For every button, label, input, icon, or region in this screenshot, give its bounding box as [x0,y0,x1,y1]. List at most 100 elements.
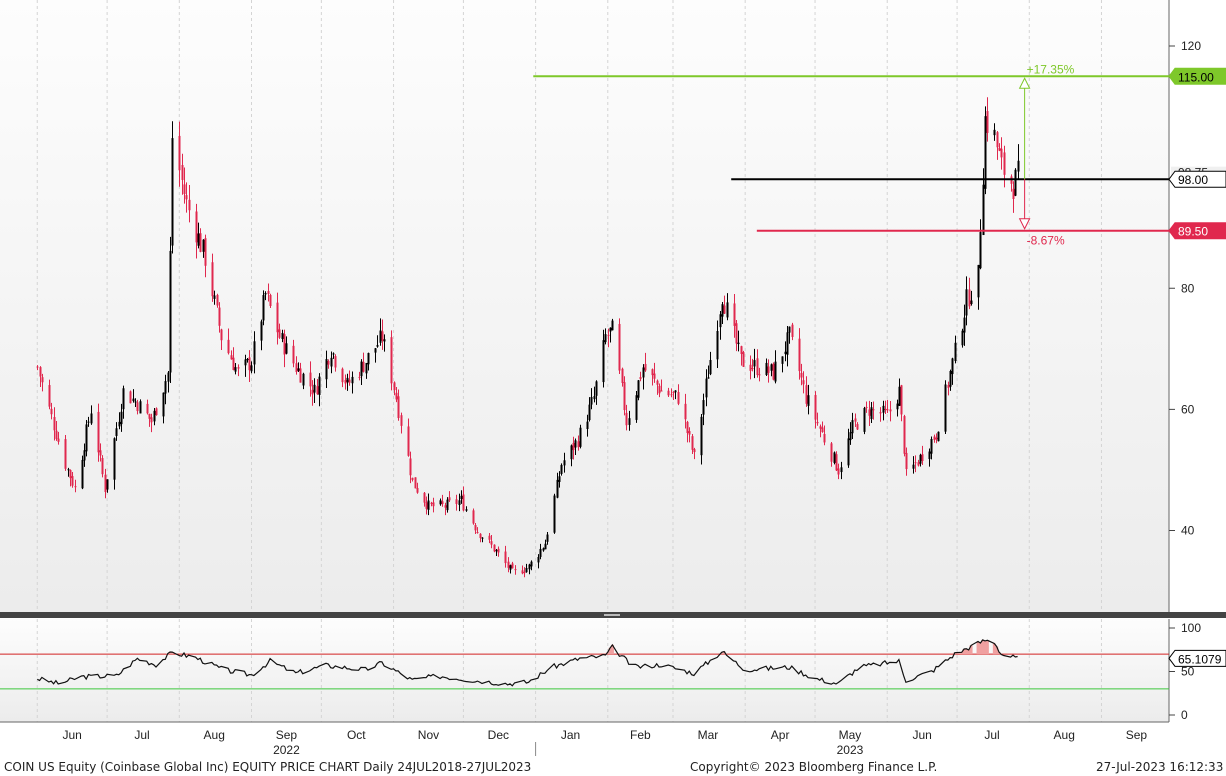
candle-body [276,302,279,333]
x-tick-label: Mar [698,728,719,742]
candle-body [896,403,899,410]
year-label: 2023 [837,743,864,757]
candle-body [234,367,237,372]
candle-body [751,368,754,370]
candle-body [868,409,871,416]
candle-body [106,479,109,490]
candle-body [185,195,188,200]
candle-body [740,346,743,355]
footer-timestamp: 27-Jul-2023 16:12:33 [1096,760,1224,774]
axis-area-bg [1169,0,1226,758]
x-tick-label: Aug [1054,728,1075,742]
candle-body [572,442,575,451]
candle-body [444,505,447,508]
price-panel-bg [0,0,1169,612]
candle-body [414,477,417,489]
y-tick-label: 120 [1181,39,1201,53]
candle-body [376,345,379,347]
candle-body [821,427,824,433]
candle-body [81,459,84,489]
candle-body [660,390,663,392]
candle-body [120,411,123,425]
candle-body [716,331,719,360]
candle-body [847,438,850,466]
candle-body [658,385,661,394]
candle-body [69,470,72,479]
candle-body [819,426,822,429]
candle-body [104,474,107,492]
candle-body [122,388,125,410]
x-tick-label: Jul [984,728,999,742]
y-tick-label: 40 [1181,524,1195,538]
candle-body [579,427,582,447]
candle-body [765,362,768,375]
candle-body [749,364,752,371]
candle-body [558,476,561,482]
candle-body [644,363,647,371]
candle-body [365,362,368,374]
candle-body [563,460,566,466]
rsi-y-tick-label: 100 [1181,621,1201,635]
candle-body [230,355,233,360]
candle-body [358,376,361,378]
candle-body [381,331,384,341]
candle-body [334,356,337,368]
candle-body [330,357,333,367]
footer-bar: COIN US Equity (Coinbase Global Inc) EQU… [0,758,1226,776]
candle-body [460,495,463,500]
candle-body [71,476,74,486]
target-tag-box [1168,67,1226,85]
target-pct-label: +17.35% [1027,62,1075,76]
candle-body [455,499,458,504]
candle-body [85,424,88,452]
candle-body [886,409,889,411]
candle-body [574,440,577,448]
entry-tag-box [1168,170,1226,188]
candle-body [129,391,132,404]
candle-body [996,132,999,148]
candle-body [101,458,104,475]
candle-body [267,290,270,294]
candle-body [963,317,966,333]
candle-body [264,293,267,295]
candle-body [625,412,628,426]
candle-body [362,361,365,372]
candle-body [344,379,347,384]
candle-body [316,386,319,395]
candle-body [253,341,256,365]
candle-body [607,334,610,336]
candle-body [462,494,465,511]
candle-body [693,449,696,453]
candle-body [733,303,736,326]
candle-body [427,500,430,510]
candle-body [756,358,759,375]
x-tick-label: Oct [347,728,366,742]
candle-body [202,239,205,252]
candle-body [146,403,149,414]
candle-body [74,486,77,488]
candle-body [99,450,102,456]
candle-body [346,377,349,383]
candle-body [281,332,284,339]
x-tick-label: Aug [204,728,225,742]
candle-body [488,535,491,540]
candle-body [618,323,621,371]
candle-body [954,342,957,362]
candle-body [83,450,86,461]
candle-body [407,426,410,456]
candle-body [325,359,328,380]
candle-body [1017,160,1020,172]
candle-body [318,376,321,396]
candle-body [479,533,482,539]
candle-body [639,377,642,380]
candle-body [155,408,158,416]
candle-body [87,421,90,423]
candle-body [656,380,659,385]
candle-body [302,373,305,386]
candle-body [882,405,885,413]
rsi-y-tick-label: 50 [1181,665,1195,679]
candle-body [360,361,363,377]
candle-body [621,368,624,383]
candle-body [774,361,777,382]
